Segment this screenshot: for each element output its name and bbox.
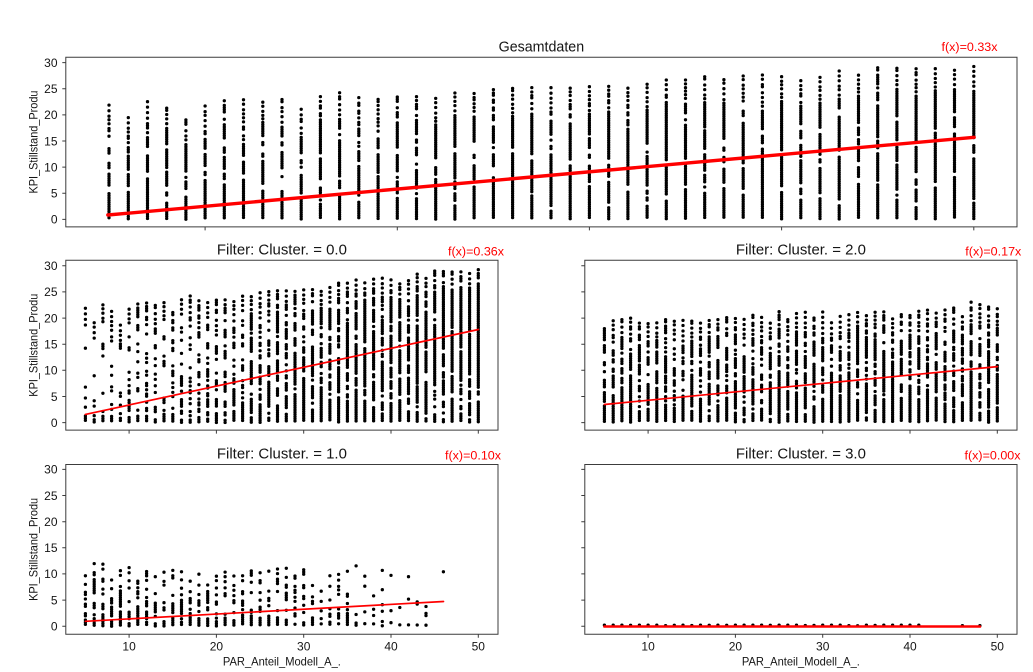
svg-text:50: 50 [991,640,1005,654]
svg-text:10: 10 [122,640,136,654]
svg-text:30: 30 [44,463,58,477]
svg-text:Gesamtdaten: Gesamtdaten [499,40,585,56]
svg-text:0: 0 [51,416,58,430]
svg-text:f(x)=0.17x: f(x)=0.17x [965,244,1021,258]
svg-text:50: 50 [472,640,486,654]
svg-text:PAR_Anteil_Modell_A_.: PAR_Anteil_Modell_A_. [742,654,860,668]
svg-text:30: 30 [297,640,311,654]
svg-text:f(x)=0.00x: f(x)=0.00x [965,448,1021,462]
svg-text:15: 15 [44,134,58,148]
svg-text:15: 15 [44,337,58,351]
svg-text:10: 10 [641,640,655,654]
svg-text:25: 25 [44,285,58,299]
svg-text:30: 30 [816,640,830,654]
svg-text:f(x)=0.10x: f(x)=0.10x [445,448,501,462]
svg-text:15: 15 [44,541,58,555]
svg-text:25: 25 [44,82,58,96]
svg-text:KPI_Stillstand_Produ: KPI_Stillstand_Produ [27,498,41,601]
svg-text:5: 5 [51,390,58,404]
svg-text:f(x)=0.33x: f(x)=0.33x [942,40,998,54]
svg-text:30: 30 [44,259,58,273]
svg-text:20: 20 [44,515,58,529]
svg-text:40: 40 [384,640,398,654]
svg-text:Filter: Cluster. = 2.0: Filter: Cluster. = 2.0 [736,242,866,258]
svg-text:0: 0 [51,620,58,634]
svg-text:20: 20 [44,311,58,325]
svg-text:f(x)=0.36x: f(x)=0.36x [448,244,504,258]
svg-text:20: 20 [44,108,58,122]
svg-text:20: 20 [210,640,224,654]
svg-text:Filter: Cluster. = 1.0: Filter: Cluster. = 1.0 [217,446,347,462]
svg-text:30: 30 [44,56,58,70]
svg-text:20: 20 [729,640,743,654]
svg-text:KPI_Stillstand_Produ: KPI_Stillstand_Produ [27,91,41,194]
svg-text:5: 5 [51,187,58,201]
svg-text:25: 25 [44,489,58,503]
svg-text:Filter: Cluster. = 0.0: Filter: Cluster. = 0.0 [217,242,347,258]
svg-text:KPI_Stillstand_Produ: KPI_Stillstand_Produ [27,294,41,397]
svg-text:PAR_Anteil_Modell_A_.: PAR_Anteil_Modell_A_. [223,654,341,668]
svg-text:10: 10 [44,364,58,378]
svg-text:40: 40 [903,640,917,654]
svg-text:Filter: Cluster. = 3.0: Filter: Cluster. = 3.0 [736,446,866,462]
svg-text:10: 10 [44,567,58,581]
svg-text:0: 0 [51,213,58,227]
svg-text:10: 10 [44,160,58,174]
svg-text:5: 5 [51,593,58,607]
